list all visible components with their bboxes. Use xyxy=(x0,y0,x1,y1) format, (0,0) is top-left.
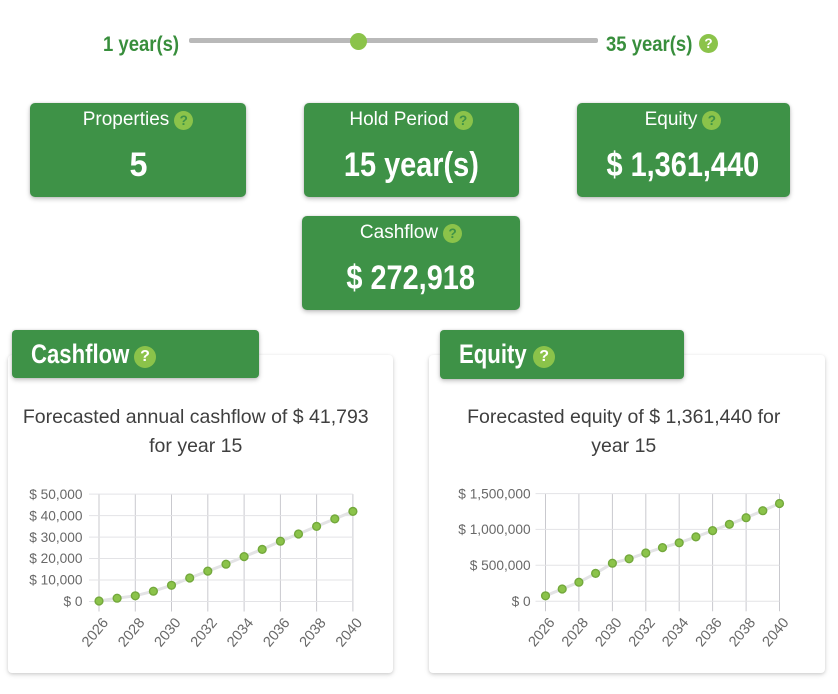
svg-text:2032: 2032 xyxy=(626,615,659,650)
svg-text:2026: 2026 xyxy=(526,615,559,650)
svg-text:$ 20,000: $ 20,000 xyxy=(29,551,83,566)
svg-text:2026: 2026 xyxy=(79,615,112,650)
svg-text:$ 1,000,000: $ 1,000,000 xyxy=(458,522,531,537)
svg-text:$ 50,000: $ 50,000 xyxy=(29,486,83,501)
svg-text:$ 0: $ 0 xyxy=(512,593,531,608)
svg-text:$ 40,000: $ 40,000 xyxy=(29,508,83,523)
svg-text:2040: 2040 xyxy=(760,615,793,650)
svg-text:2030: 2030 xyxy=(592,615,625,650)
svg-text:2034: 2034 xyxy=(224,615,257,650)
svg-text:$ 1,500,000: $ 1,500,000 xyxy=(458,486,531,501)
svg-text:2028: 2028 xyxy=(115,615,148,650)
svg-text:2034: 2034 xyxy=(659,615,692,650)
svg-text:2040: 2040 xyxy=(332,615,365,650)
svg-text:2036: 2036 xyxy=(260,615,293,650)
svg-text:$ 500,000: $ 500,000 xyxy=(470,558,531,573)
svg-text:2036: 2036 xyxy=(693,615,726,650)
svg-text:2032: 2032 xyxy=(187,615,220,650)
svg-text:$ 30,000: $ 30,000 xyxy=(29,529,83,544)
svg-text:2038: 2038 xyxy=(296,615,329,650)
svg-text:2030: 2030 xyxy=(151,615,184,650)
svg-text:$ 0: $ 0 xyxy=(63,594,82,609)
svg-text:$ 10,000: $ 10,000 xyxy=(29,572,83,587)
svg-text:2028: 2028 xyxy=(559,615,592,650)
svg-text:2038: 2038 xyxy=(726,615,759,650)
